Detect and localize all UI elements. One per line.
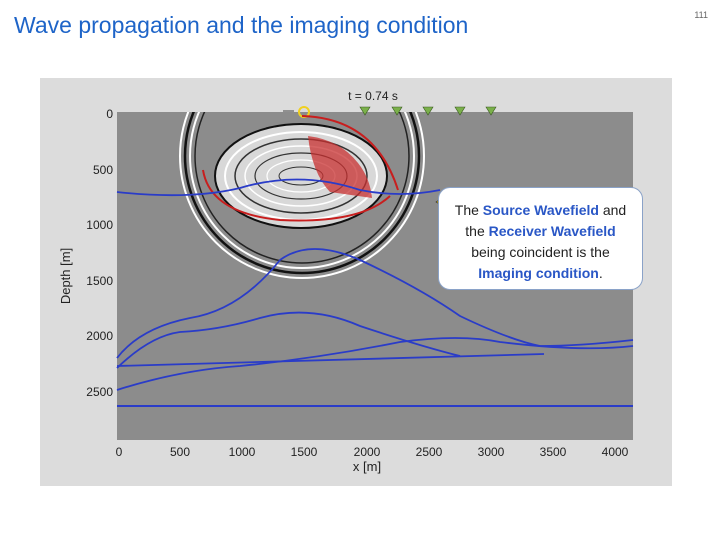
callout-text: and the [465, 202, 627, 239]
callout-text: The [454, 202, 483, 218]
imaging-condition-callout: The Source Wavefield and the Receiver Wa… [438, 187, 643, 290]
x-tick: 1500 [291, 445, 318, 459]
time-label: t = 0.74 s [348, 89, 398, 103]
y-tick: 2000 [86, 329, 113, 343]
y-tick: 2500 [86, 385, 113, 399]
x-tick: 0 [116, 445, 123, 459]
x-tick: 2000 [354, 445, 381, 459]
x-axis-ticks: 0 500 1000 1500 2000 2500 3000 3500 4000 [116, 445, 629, 459]
x-tick: 500 [170, 445, 190, 459]
source-wavefield-term: Source Wavefield [482, 202, 599, 218]
x-tick: 4000 [602, 445, 629, 459]
callout-text: . [598, 265, 603, 281]
x-tick: 3500 [540, 445, 567, 459]
receiver-wavefield-term: Receiver Wavefield [488, 223, 616, 239]
receiver-wavefield [179, 112, 425, 279]
y-tick: 0 [106, 107, 113, 121]
x-tick: 1000 [229, 445, 256, 459]
interfaces [116, 178, 634, 407]
y-axis-ticks: 0 500 1000 1500 2000 2500 [86, 107, 113, 399]
callout-text: being coincident is the [471, 244, 610, 260]
x-tick: 3000 [478, 445, 505, 459]
x-axis-label: x [m] [353, 459, 381, 474]
imaging-condition-term: Imaging condition [478, 265, 599, 281]
y-tick: 500 [93, 163, 113, 177]
x-tick: 2500 [416, 445, 443, 459]
page-number: 111 [694, 10, 708, 20]
y-axis-label: Depth [m] [58, 248, 73, 304]
slide-title: Wave propagation and the imaging conditi… [14, 12, 469, 38]
y-tick: 1500 [86, 274, 113, 288]
receiver-markers [359, 106, 497, 116]
y-tick: 1000 [86, 218, 113, 232]
